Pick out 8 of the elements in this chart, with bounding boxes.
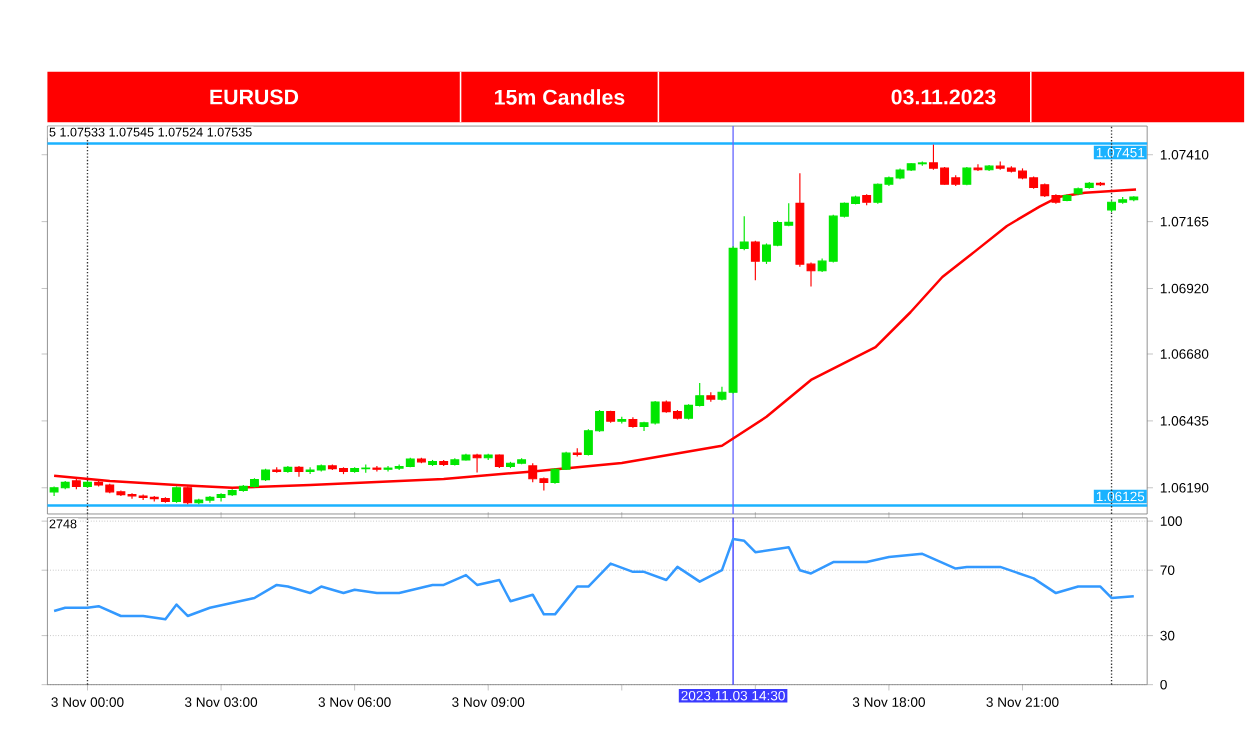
chart-subtitle: 15m Candles xyxy=(495,89,625,106)
candlestick xyxy=(628,417,638,428)
chart-title: EURUSD xyxy=(210,89,299,105)
candlestick xyxy=(472,454,482,474)
text: 03.11.2023 xyxy=(891,89,996,106)
line-series xyxy=(52,538,1136,621)
candlestick xyxy=(283,467,293,473)
candlestick xyxy=(973,164,983,171)
